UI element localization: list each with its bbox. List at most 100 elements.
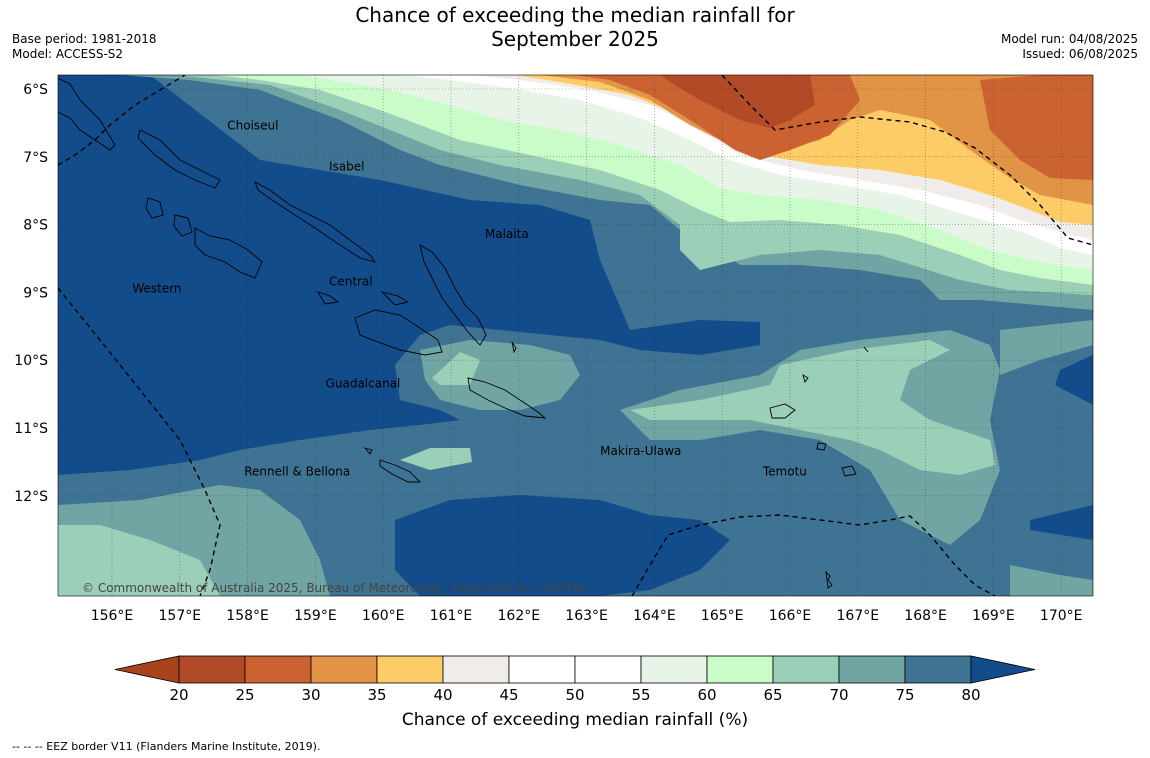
coast-duff bbox=[863, 346, 869, 353]
lat-tick-label: 10°S bbox=[14, 353, 48, 369]
lon-tick-label: 156°E bbox=[91, 608, 134, 624]
lat-tick-label: 6°S bbox=[23, 82, 48, 98]
province-label: Rennell & Bellona bbox=[244, 464, 350, 478]
coast-isabel bbox=[254, 181, 377, 263]
colorbar-tick-label: 40 bbox=[433, 686, 452, 700]
band-gt80-east bbox=[1055, 355, 1093, 405]
band-70-75-ne bbox=[1000, 320, 1093, 375]
lon-tick-label: 160°E bbox=[362, 608, 405, 624]
province-label: Malaita bbox=[485, 227, 529, 241]
coast-makira bbox=[467, 377, 547, 419]
province-label: Western bbox=[132, 281, 181, 295]
coast-choiseul bbox=[137, 129, 221, 189]
band-gt80-se bbox=[1030, 505, 1093, 540]
province-label: Makira-Ulawa bbox=[600, 444, 681, 458]
lon-tick-label: 165°E bbox=[701, 608, 744, 624]
lon-tick-label: 166°E bbox=[769, 608, 812, 624]
band-65-70-mid bbox=[432, 352, 480, 385]
lon-tick-label: 159°E bbox=[294, 608, 337, 624]
colorbar-tick-label: 75 bbox=[895, 686, 914, 700]
title-line-1: Chance of exceeding the median rainfall … bbox=[355, 3, 795, 27]
coast-rennell bbox=[379, 459, 422, 483]
longitude-tick-labels: 156°E 157°E 158°E 159°E 160°E 161°E 162°E 163°E… bbox=[91, 608, 1083, 624]
lon-tick-label: 158°E bbox=[226, 608, 269, 624]
lon-tick-label: 169°E bbox=[972, 608, 1015, 624]
contour-layer bbox=[58, 75, 1093, 596]
base-period: Base period: 1981-2018 bbox=[12, 32, 157, 46]
coast-santa-cruz bbox=[769, 403, 796, 419]
band-65-70-east bbox=[630, 340, 995, 475]
colorbar-tick-label: 50 bbox=[565, 686, 584, 700]
colorbar-label: Chance of exceeding median rainfall (%) bbox=[401, 710, 749, 730]
lon-tick-label: 157°E bbox=[159, 608, 202, 624]
map-frame bbox=[57, 74, 1094, 597]
run-info: Model run: 04/08/2025 Issued: 06/08/2025 bbox=[1001, 32, 1138, 62]
lon-tick-label: 161°E bbox=[430, 608, 473, 624]
model-name: Model: ACCESS-S2 bbox=[12, 47, 124, 61]
eez-border-southeast bbox=[631, 514, 996, 596]
colorbar-tick-label: 35 bbox=[367, 686, 386, 700]
band-65-70-sw bbox=[58, 525, 220, 596]
coast-reef-islands bbox=[802, 374, 809, 383]
colorbar-tick-labels: 20 25 30 35 40 45 50 55 60 65 70 75 80 bbox=[169, 686, 980, 700]
colorbar-tick-label: 55 bbox=[631, 686, 650, 700]
title-line-2: September 2025 bbox=[491, 27, 659, 51]
lat-tick-label: 7°S bbox=[23, 150, 48, 166]
lat-tick-label: 9°S bbox=[23, 285, 48, 301]
eez-footnote: -- -- -- EEZ border V11 (Flanders Marine… bbox=[12, 740, 321, 753]
latitude-tick-labels: 6°S 7°S 8°S 9°S 10°S 11°S 12°S bbox=[14, 82, 48, 505]
colorbar-segment bbox=[442, 655, 510, 684]
province-label: Choiseul bbox=[227, 119, 278, 133]
lat-tick-label: 8°S bbox=[23, 218, 48, 234]
coastlines bbox=[58, 77, 869, 589]
band-65-70-se bbox=[400, 448, 472, 470]
colorbar-segment bbox=[706, 655, 774, 684]
province-labels: Choiseul Isabel Malaita Western Central Guada… bbox=[132, 119, 807, 479]
province-label: Isabel bbox=[329, 159, 364, 173]
colorbar-tick-label: 20 bbox=[169, 686, 188, 700]
eez-border-southwest bbox=[58, 287, 221, 596]
colorbar-extend-high bbox=[970, 655, 1036, 684]
band-gt80-main bbox=[58, 75, 760, 475]
lat-tick-label: 12°S bbox=[14, 489, 48, 505]
coast-malaita bbox=[419, 244, 487, 346]
colorbar-tick-label: 30 bbox=[301, 686, 320, 700]
coast-new-georgia bbox=[194, 227, 263, 279]
coast-ulawa bbox=[511, 341, 517, 354]
province-label: Central bbox=[329, 275, 373, 289]
colorbar-segment bbox=[376, 655, 444, 684]
map-title: Chance of exceeding the median rainfall … bbox=[0, 3, 1150, 51]
colorbar-extend-low bbox=[114, 655, 180, 684]
coast-guadalcanal bbox=[354, 309, 443, 356]
colorbar-segment bbox=[904, 655, 972, 684]
lon-tick-label: 168°E bbox=[904, 608, 947, 624]
band-70-75-bottom bbox=[1010, 565, 1093, 596]
model-run: Model run: 04/08/2025 bbox=[1000, 32, 1138, 46]
eez-border-west bbox=[58, 75, 186, 166]
colorbar-segment bbox=[508, 655, 576, 684]
lon-tick-label: 170°E bbox=[1040, 608, 1083, 624]
province-label: Guadalcanal bbox=[326, 376, 401, 390]
copyright-text: © Commonwealth of Australia 2025, Bureau… bbox=[82, 581, 587, 595]
colorbar-tick-label: 65 bbox=[763, 686, 782, 700]
colorbar-tick-label: 25 bbox=[235, 686, 254, 700]
colorbar-segment bbox=[244, 655, 312, 684]
colorbar-segment bbox=[640, 655, 708, 684]
colorbar bbox=[114, 655, 1036, 684]
lon-tick-label: 163°E bbox=[565, 608, 608, 624]
model-info: Base period: 1981-2018 Model: ACCESS-S2 bbox=[12, 32, 157, 62]
lon-tick-label: 164°E bbox=[633, 608, 676, 624]
band-25-30-east bbox=[980, 75, 1093, 180]
colorbar-segment bbox=[772, 655, 840, 684]
coast-tikopia bbox=[825, 570, 833, 589]
lon-tick-label: 162°E bbox=[498, 608, 541, 624]
coast-vella-lavella bbox=[173, 214, 193, 237]
colorbar-segment bbox=[310, 655, 378, 684]
colorbar-tick-label: 70 bbox=[829, 686, 848, 700]
issued-date: Issued: 06/08/2025 bbox=[1022, 47, 1138, 61]
lat-tick-label: 11°S bbox=[14, 421, 48, 437]
province-label: Temotu bbox=[762, 464, 807, 478]
colorbar-segment bbox=[838, 655, 906, 684]
coast-florida bbox=[317, 291, 410, 306]
coast-utupua bbox=[841, 465, 857, 477]
